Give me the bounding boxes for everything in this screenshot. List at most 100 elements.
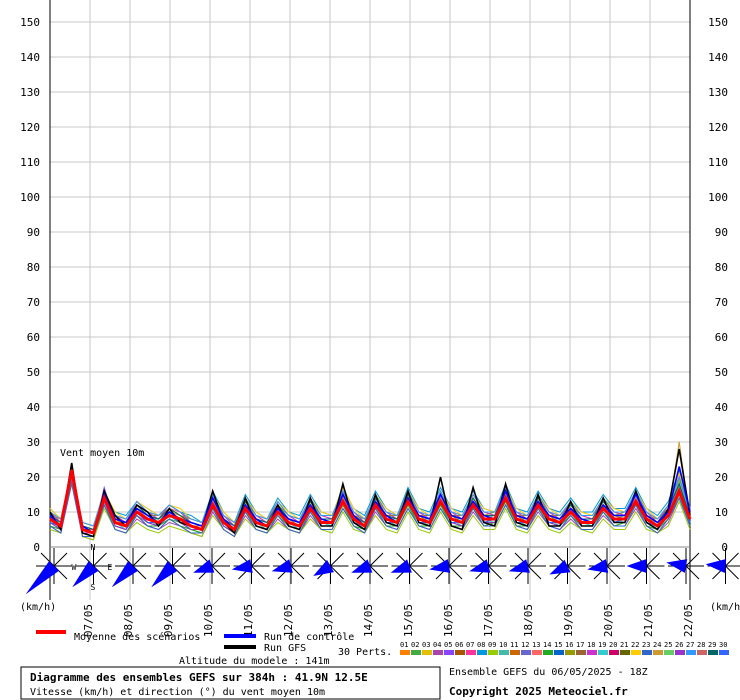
wind-arrow: [666, 559, 688, 573]
y-tick-label-right: 90: [715, 226, 728, 239]
pert-number: 13: [532, 641, 540, 649]
pert-swatch: [521, 650, 531, 655]
pert-number: 30: [719, 641, 727, 649]
y-tick-label-left: 10: [27, 506, 40, 519]
wind-arrow: [469, 559, 491, 573]
y-tick-label-left: 130: [20, 86, 40, 99]
x-tick-label: 12/05: [282, 604, 295, 637]
x-tick-label: 21/05: [642, 604, 655, 637]
y-tick-label-right: 110: [708, 156, 728, 169]
wind-arrow: [111, 561, 138, 588]
compass-e: E: [108, 563, 113, 572]
pert-swatch: [499, 650, 509, 655]
x-tick-label: 15/05: [402, 604, 415, 637]
copyright-text: Copyright 2025 Meteociel.fr: [449, 685, 628, 698]
wind-rose-11: [429, 548, 467, 584]
pert-swatch: [510, 650, 520, 655]
wind-arrow: [25, 561, 59, 595]
wind-rose-13: [508, 548, 546, 584]
wind-arrow: [705, 559, 727, 573]
x-tick-label: 19/05: [562, 604, 575, 637]
y-tick-label-right: 60: [715, 331, 728, 344]
pert-number: 02: [411, 641, 419, 649]
pert-swatch: [532, 650, 542, 655]
y-tick-label-right: 100: [708, 191, 728, 204]
pert-legend: 01 02 03 04 05 06 07 08 09 10 11 12 13 14 15 16 17 18 19 20…: [400, 641, 729, 655]
compass-w: W: [72, 563, 77, 572]
pert-swatch: [422, 650, 432, 655]
run-info: Ensemble GEFS du 06/05/2025 - 18Z: [449, 667, 648, 678]
pert-number: 07: [466, 641, 474, 649]
y-tick-label-left: 110: [20, 156, 40, 169]
y-tick-label-left: 70: [27, 296, 40, 309]
altitude-text: Altitude du modele : 141m: [179, 656, 330, 667]
pert-swatch: [587, 650, 597, 655]
pert-swatch: [642, 650, 652, 655]
pert-number: 24: [653, 641, 661, 649]
pert-number: 04: [433, 641, 441, 649]
pert-number: 29: [708, 641, 716, 649]
pert-number: 08: [477, 641, 485, 649]
legend-control-label: Run de contrôle: [264, 631, 354, 643]
y-tick-label-right: 50: [715, 366, 728, 379]
y-tick-label-left: 60: [27, 331, 40, 344]
pert-swatch: [686, 650, 696, 655]
pert-swatch: [620, 650, 630, 655]
wind-arrow: [271, 559, 293, 573]
pert-number: 01: [400, 641, 408, 649]
member-line-23: [49, 480, 691, 538]
wind-arrow: [151, 561, 178, 588]
pert-number: 05: [444, 641, 452, 649]
y-axis-right: 0 10 20 30 40 50 60 70 80 90 100 110 120 130 140 150: [708, 16, 728, 554]
member-line-27: [49, 469, 691, 527]
wind-direction-row: N E S W: [25, 543, 740, 595]
pert-number: 14: [543, 641, 551, 649]
member-line-18: [49, 473, 691, 531]
pert-number: 18: [587, 641, 595, 649]
member-line-9: [49, 473, 691, 541]
y-tick-label-left: 80: [27, 261, 40, 274]
pert-swatch: [543, 650, 553, 655]
y-tick-label-right: 10: [715, 506, 728, 519]
wind-rose-10: [390, 548, 428, 584]
wind-arrow: [313, 559, 334, 576]
wind-arrow: [508, 559, 530, 573]
y-tick-label-left: 100: [20, 191, 40, 204]
main-lines: [49, 448, 692, 538]
wind-rose-18: [705, 548, 740, 584]
chart-subtitle: Vitesse (km/h) et direction (°) du vent …: [30, 687, 325, 698]
pert-swatch: [675, 650, 685, 655]
wind-rose-1: [25, 548, 72, 595]
pert-swatch: [719, 650, 729, 655]
y-tick-label-left: 0: [33, 541, 40, 554]
pert-swatch: [697, 650, 707, 655]
y-tick-label-left: 40: [27, 401, 40, 414]
x-tick-label: 16/05: [442, 604, 455, 637]
wind-rose-8: [312, 548, 349, 584]
legend-perts-label: 30 Perts.: [338, 647, 392, 658]
x-tick-label: 09/05: [162, 604, 175, 637]
pert-swatch: [554, 650, 564, 655]
pert-number: 11: [510, 641, 518, 649]
y-tick-label-right: 140: [708, 51, 728, 64]
x-tick-label: 10/05: [202, 604, 215, 637]
wind-rose-16: [626, 548, 665, 584]
y-tick-label-right: 20: [715, 471, 728, 484]
y-axis-left: 0 10 20 30 40 50 60 70 80 90 100 110 120 130 140 150: [20, 16, 40, 554]
pert-swatch: [488, 650, 498, 655]
pert-swatch: [708, 650, 718, 655]
wind-arrow: [231, 559, 253, 573]
pert-number: 03: [422, 641, 430, 649]
wind-rose-12: [469, 548, 507, 584]
pert-number: 22: [631, 641, 639, 649]
x-tick-label: 14/05: [362, 604, 375, 637]
wind-arrow: [626, 559, 647, 573]
y-tick-label-right: 0: [721, 541, 728, 554]
compass-s: S: [91, 583, 96, 592]
legend-gfs-label: Run GFS: [264, 643, 306, 654]
y-tick-label-left: 150: [20, 16, 40, 29]
wind-rose-9: [351, 548, 388, 584]
wind-rose-17: [666, 548, 704, 584]
y-tick-label-right: 80: [715, 261, 728, 274]
